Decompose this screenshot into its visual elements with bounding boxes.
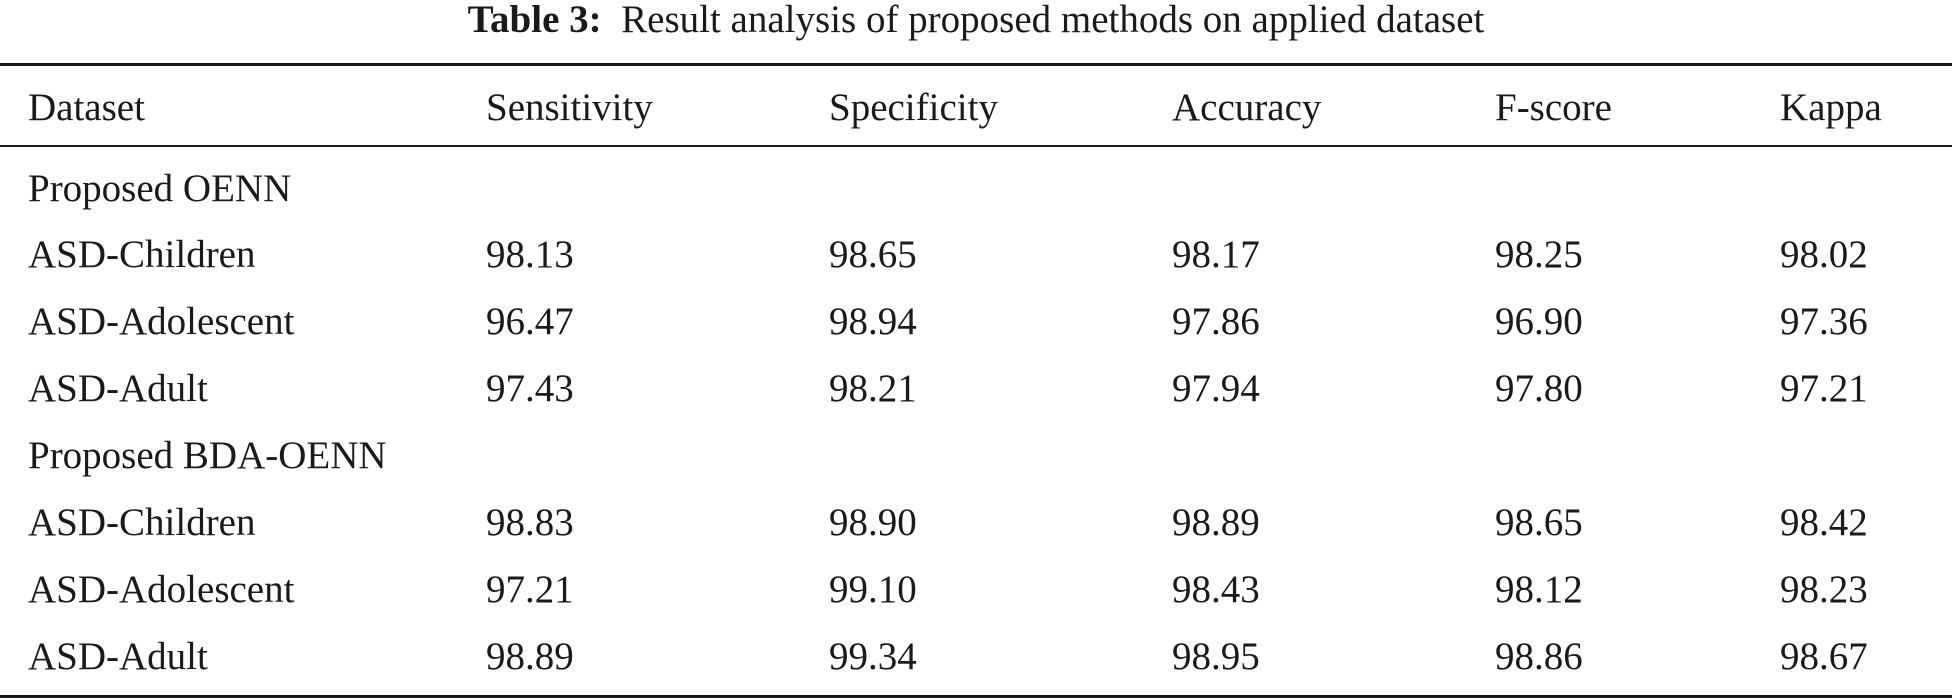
accuracy-cell: 97.86	[1172, 300, 1260, 343]
accuracy-cell: 97.94	[1172, 367, 1260, 410]
kappa-cell: 98.42	[1780, 501, 1868, 544]
caption-text: Result analysis of proposed methods on a…	[621, 0, 1485, 41]
column-header: Kappa	[1780, 86, 1882, 129]
dataset-cell: ASD-Children	[28, 233, 256, 276]
header-rule	[0, 145, 1952, 147]
table-row: ASD-Adult 98.89 99.34 98.95 98.86 98.67	[0, 623, 1952, 690]
column-header: Accuracy	[1172, 86, 1322, 129]
sensitivity-cell: 97.21	[486, 568, 574, 611]
accuracy-cell: 98.43	[1172, 568, 1260, 611]
specificity-cell: 98.90	[829, 501, 917, 544]
kappa-cell: 98.23	[1780, 568, 1868, 611]
column-header: Sensitivity	[486, 86, 653, 129]
table-row: ASD-Adolescent 96.47 98.94 97.86 96.90 9…	[0, 288, 1952, 355]
table-row: ASD-Adolescent 97.21 99.10 98.43 98.12 9…	[0, 556, 1952, 623]
column-header: F-score	[1495, 86, 1612, 129]
specificity-cell: 99.34	[829, 635, 917, 678]
column-header: Specificity	[829, 86, 998, 129]
dataset-cell: ASD-Adolescent	[28, 568, 295, 611]
table-header-row: Dataset Sensitivity Specificity Accuracy…	[0, 74, 1952, 141]
bottom-rule	[0, 695, 1952, 698]
caption-label: Table 3:	[467, 0, 602, 41]
top-rule	[0, 63, 1952, 66]
f-score-cell: 98.65	[1495, 501, 1583, 544]
group-heading-row: Proposed BDA-OENN	[0, 422, 1952, 489]
kappa-cell: 98.67	[1780, 635, 1868, 678]
table-row: ASD-Adult 97.43 98.21 97.94 97.80 97.21	[0, 355, 1952, 422]
kappa-cell: 97.36	[1780, 300, 1868, 343]
f-score-cell: 98.25	[1495, 233, 1583, 276]
specificity-cell: 98.21	[829, 367, 917, 410]
specificity-cell: 98.65	[829, 233, 917, 276]
f-score-cell: 97.80	[1495, 367, 1583, 410]
accuracy-cell: 98.89	[1172, 501, 1260, 544]
f-score-cell: 98.12	[1495, 568, 1583, 611]
accuracy-cell: 98.17	[1172, 233, 1260, 276]
dataset-cell: ASD-Adolescent	[28, 300, 295, 343]
specificity-cell: 99.10	[829, 568, 917, 611]
column-header: Dataset	[28, 86, 145, 129]
dataset-cell: ASD-Adult	[28, 367, 208, 410]
sensitivity-cell: 97.43	[486, 367, 574, 410]
table-row: ASD-Children 98.83 98.90 98.89 98.65 98.…	[0, 489, 1952, 556]
kappa-cell: 97.21	[1780, 367, 1868, 410]
specificity-cell: 98.94	[829, 300, 917, 343]
accuracy-cell: 98.95	[1172, 635, 1260, 678]
table-caption: Table 3: Result analysis of proposed met…	[0, 0, 1952, 46]
f-score-cell: 96.90	[1495, 300, 1583, 343]
dataset-cell: ASD-Adult	[28, 635, 208, 678]
group-title: Proposed BDA-OENN	[28, 434, 387, 477]
table-row: ASD-Children 98.13 98.65 98.17 98.25 98.…	[0, 221, 1952, 288]
group-title: Proposed OENN	[28, 167, 292, 210]
group-heading-row: Proposed OENN	[0, 155, 1952, 222]
dataset-cell: ASD-Children	[28, 501, 256, 544]
sensitivity-cell: 98.83	[486, 501, 574, 544]
f-score-cell: 98.86	[1495, 635, 1583, 678]
kappa-cell: 98.02	[1780, 233, 1868, 276]
sensitivity-cell: 96.47	[486, 300, 574, 343]
sensitivity-cell: 98.89	[486, 635, 574, 678]
sensitivity-cell: 98.13	[486, 233, 574, 276]
